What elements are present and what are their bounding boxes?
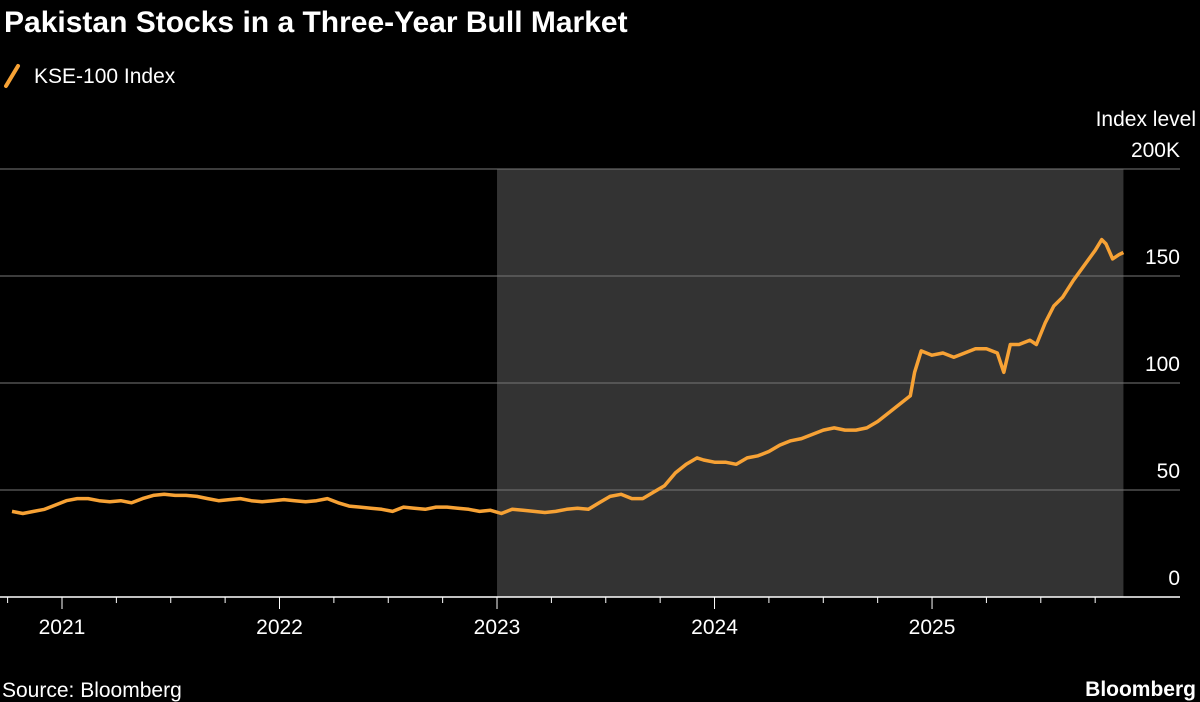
y-tick-label: 150 <box>1145 246 1180 269</box>
y-tick-label: 0 <box>1168 567 1180 590</box>
x-tick-label: 2021 <box>39 616 86 639</box>
data-line <box>11 237 1125 516</box>
x-tick-label: 2023 <box>474 616 521 639</box>
legend-swatch <box>4 64 20 88</box>
source: Source: Bloomberg <box>2 679 182 702</box>
x-tick-label: 2022 <box>256 616 303 639</box>
x-tick-label: 2025 <box>909 616 956 639</box>
y-axis-label: Index level <box>1096 108 1196 131</box>
x-tick-label: 2024 <box>691 616 738 639</box>
y-tick-label: 100 <box>1145 353 1180 376</box>
y-tick-label: 200K <box>1131 139 1180 162</box>
y-tick-label: 50 <box>1157 460 1180 483</box>
brand: Bloomberg <box>1085 678 1196 701</box>
chart-title: Pakistan Stocks in a Three-Year Bull Mar… <box>4 6 628 39</box>
legend-label: KSE-100 Index <box>34 65 176 88</box>
